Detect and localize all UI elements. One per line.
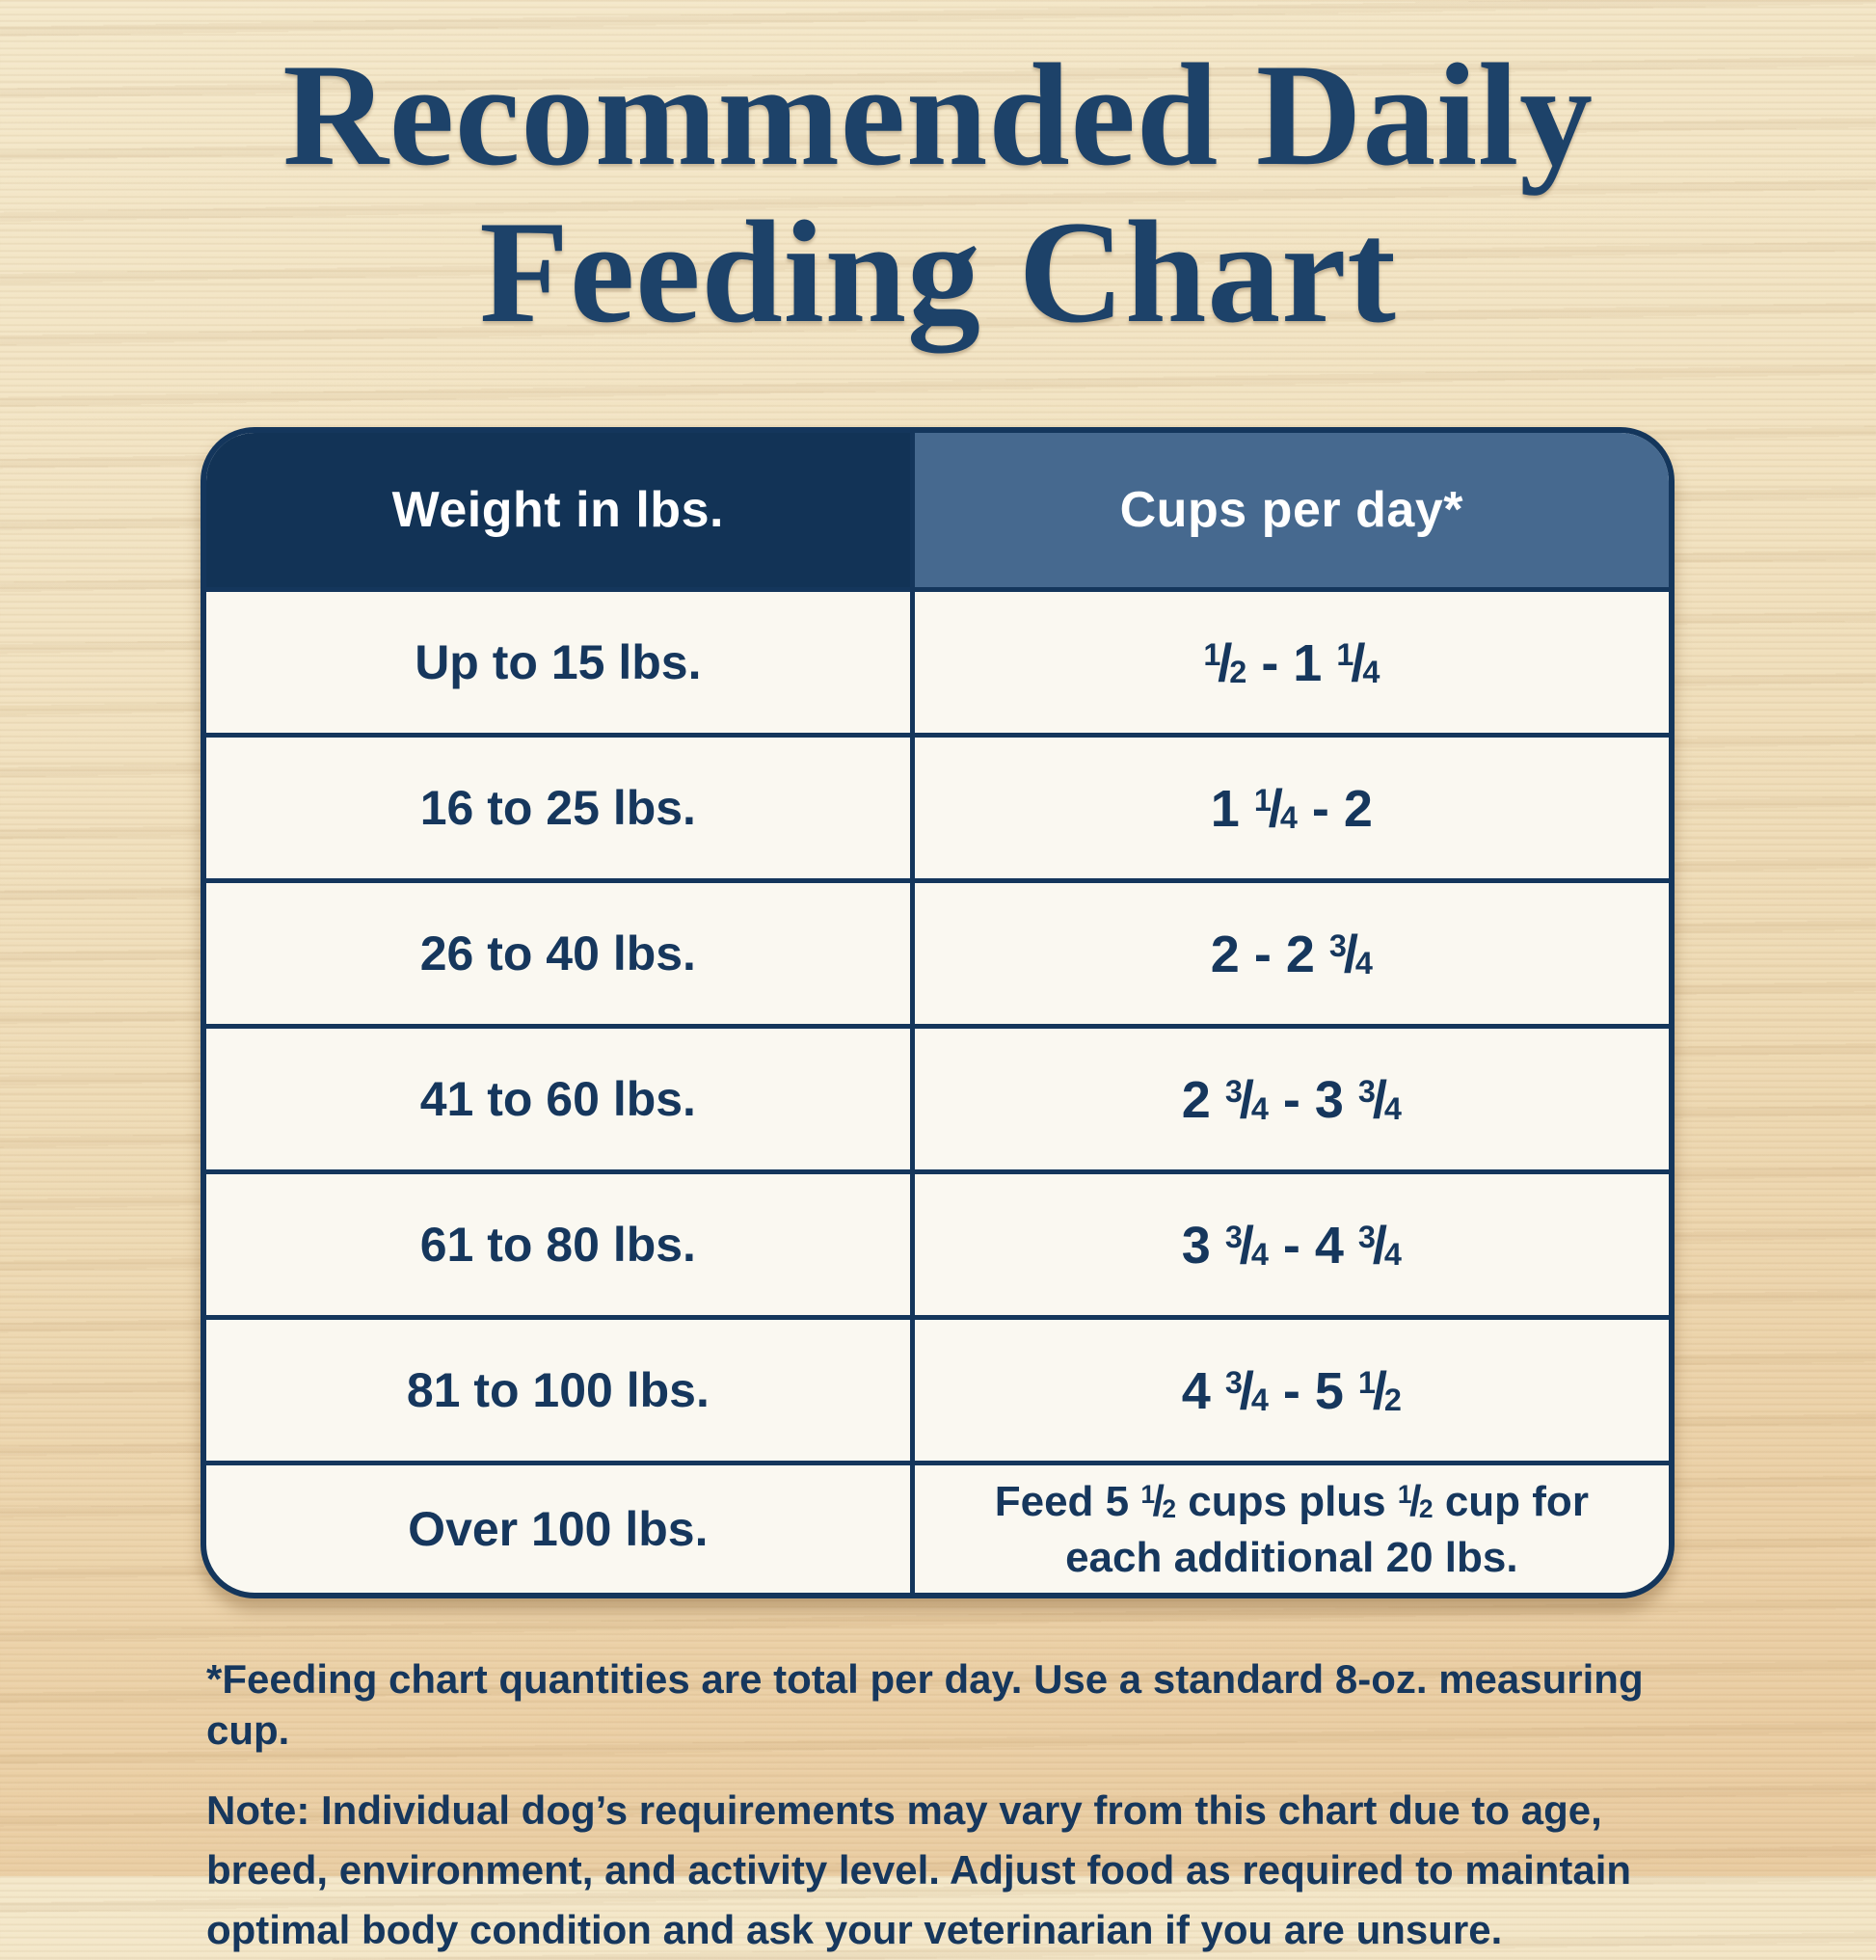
weight-cell: 81 to 100 lbs.	[406, 1363, 710, 1417]
weight-column-header: Weight in lbs.	[206, 433, 910, 587]
table-row: Over 100 lbs. Feed 5 1/2 cups plus 1/2 c…	[206, 1465, 1669, 1593]
weight-column-header-label: Weight in lbs.	[391, 482, 724, 538]
cups-cell: 4 3/4 - 5 1/2	[909, 1320, 1669, 1461]
weight-cell: 26 to 40 lbs.	[419, 926, 696, 980]
cups-cell: 2 - 2 3/4	[909, 883, 1669, 1024]
weight-cell: 16 to 25 lbs.	[419, 781, 696, 835]
note-label: Note:	[206, 1787, 310, 1833]
cups-cell: 1/2 - 1 1/4	[909, 592, 1669, 733]
weight-cell: Over 100 lbs.	[408, 1502, 709, 1556]
weight-cell: Up to 15 lbs.	[415, 635, 702, 689]
title-line-2: Feeding Chart	[479, 190, 1397, 353]
title-line-1: Recommended Daily	[282, 34, 1594, 196]
table-header-row: Weight in lbs. Cups per day*	[206, 433, 1669, 592]
cups-cell: 2 3/4 - 3 3/4	[909, 1029, 1669, 1169]
cups-column-header-label: Cups per day*	[1119, 482, 1464, 538]
note-paragraph: Note: Individual dog’s requirements may …	[206, 1781, 1729, 1960]
cups-column-header: Cups per day*	[909, 433, 1669, 587]
note-text: Individual dog’s requirements may vary f…	[206, 1787, 1632, 1953]
table-row: 16 to 25 lbs. 1 1/4 - 2	[206, 738, 1669, 883]
table-row: 61 to 80 lbs. 3 3/4 - 4 3/4	[206, 1174, 1669, 1320]
weight-cell: 61 to 80 lbs.	[419, 1218, 696, 1272]
page-title: Recommended Daily Feeding Chart	[0, 37, 1876, 350]
cups-cell: 1 1/4 - 2	[909, 738, 1669, 878]
table-row: 41 to 60 lbs. 2 3/4 - 3 3/4	[206, 1029, 1669, 1174]
footnotes: *Feeding chart quantities are total per …	[206, 1654, 1729, 1960]
table-row: Up to 15 lbs. 1/2 - 1 1/4	[206, 592, 1669, 738]
footnote-asterisk: *Feeding chart quantities are total per …	[206, 1656, 1644, 1753]
cups-cell: 3 3/4 - 4 3/4	[909, 1174, 1669, 1315]
weight-cell: 41 to 60 lbs.	[419, 1072, 696, 1126]
cups-cell: Feed 5 1/2 cups plus 1/2 cup for each ad…	[909, 1465, 1669, 1593]
table-row: 81 to 100 lbs. 4 3/4 - 5 1/2	[206, 1320, 1669, 1465]
table-row: 26 to 40 lbs. 2 - 2 3/4	[206, 883, 1669, 1029]
feeding-table: Weight in lbs. Cups per day* Up to 15 lb…	[201, 427, 1675, 1598]
